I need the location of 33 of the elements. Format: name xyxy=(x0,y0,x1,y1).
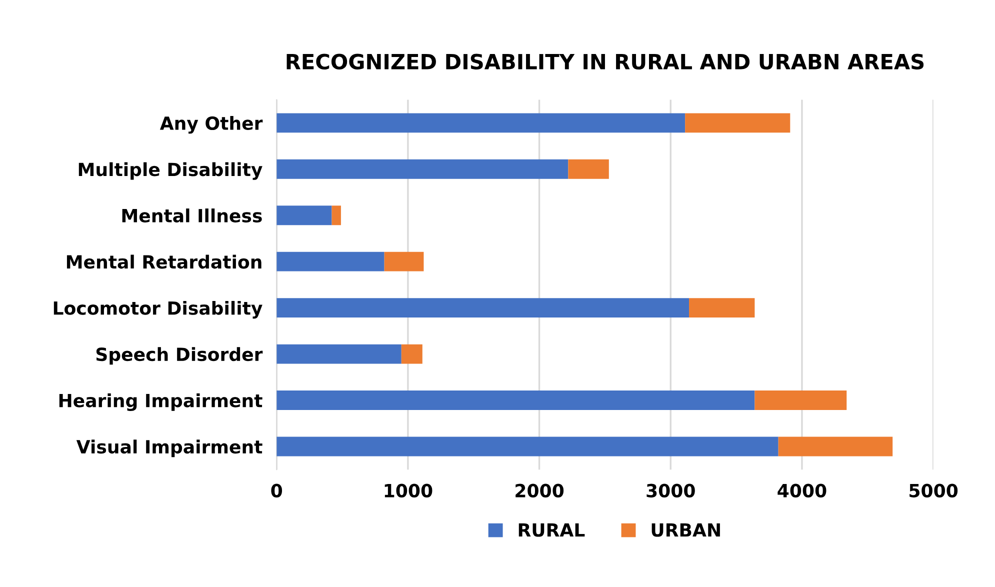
bar xyxy=(276,206,332,226)
legend-label: RURAL xyxy=(518,523,585,537)
chart-title: RECOGNIZED DISABILITY IN RURAL AND URABN AREAS xyxy=(286,54,924,70)
y-tick-label: Locomotor Disability xyxy=(54,300,262,319)
x-tick-label: 3000 xyxy=(646,484,695,498)
y-tick-label: Hearing Impairment xyxy=(59,393,262,412)
bar xyxy=(276,113,686,133)
bar xyxy=(778,436,893,456)
y-tick-label: Speech Disorder xyxy=(96,347,263,365)
legend-label: URBAN xyxy=(652,523,720,537)
bar xyxy=(384,252,424,272)
bar xyxy=(568,159,609,179)
y-tick-label: Mental Retardation xyxy=(66,254,262,269)
y-tick-label: Multiple Disability xyxy=(78,162,262,180)
bar xyxy=(276,252,384,272)
bar xyxy=(276,298,690,318)
x-tick-label: 0 xyxy=(271,484,282,498)
bar xyxy=(276,159,568,179)
bar xyxy=(754,390,847,410)
bar xyxy=(276,436,778,456)
bar xyxy=(401,344,422,364)
y-tick-label: Mental Illness xyxy=(122,208,262,222)
y-tick-label: Visual Impairment xyxy=(76,440,262,458)
bar xyxy=(689,298,755,318)
x-tick-label: 2000 xyxy=(516,484,564,498)
bar xyxy=(276,344,402,364)
x-tick-label: 1000 xyxy=(384,484,432,498)
bar xyxy=(332,206,341,226)
x-tick-label: 5000 xyxy=(910,484,958,498)
y-tick-label: Any Other xyxy=(160,116,263,134)
bar xyxy=(276,390,755,410)
bar xyxy=(685,113,790,133)
x-tick-label: 4000 xyxy=(778,484,826,498)
